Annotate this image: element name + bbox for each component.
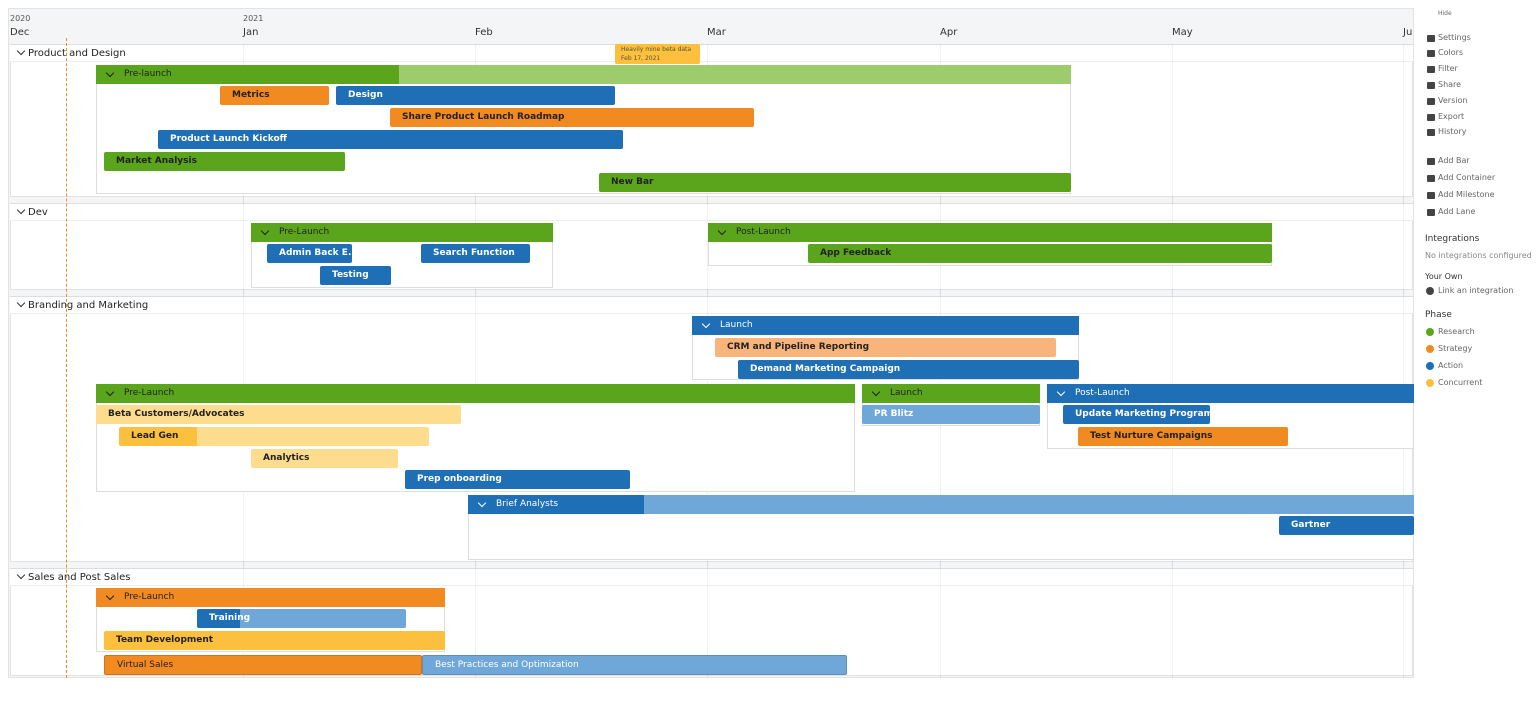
container-header[interactable]: Pre-Launch <box>96 588 445 607</box>
month-grid-line <box>1172 44 1173 678</box>
add-item[interactable]: Add Bar <box>1438 156 1470 165</box>
phase-item[interactable]: Action <box>1438 361 1464 370</box>
add-item[interactable]: Add Milestone <box>1438 190 1495 199</box>
bar[interactable]: Analytics <box>251 449 398 468</box>
bar[interactable]: New Bar <box>599 173 1071 192</box>
milestone[interactable] <box>615 44 700 64</box>
phase-dot <box>1426 345 1434 353</box>
container-header[interactable]: Post-Launch <box>1047 384 1414 403</box>
menu-item[interactable]: History <box>1438 127 1467 136</box>
month-grid-line <box>243 44 244 678</box>
phase-item[interactable]: Research <box>1438 327 1475 336</box>
year-label: 2021 <box>243 14 264 23</box>
month-label: Jan <box>243 27 259 38</box>
month-label: Apr <box>940 27 958 38</box>
month-label: May <box>1172 27 1193 38</box>
menu-item[interactable]: Filter <box>1438 64 1458 73</box>
bar[interactable]: Design <box>336 86 615 105</box>
month-grid-line <box>475 44 476 678</box>
bar[interactable]: Team Development <box>104 631 445 650</box>
bar[interactable]: Testing <box>320 266 391 285</box>
icon <box>1427 192 1435 199</box>
month-label: Ju <box>1403 27 1413 38</box>
bar[interactable]: Best Practices and Optimization <box>422 655 847 675</box>
phase-dot <box>1426 379 1434 387</box>
icon <box>1427 129 1435 136</box>
icon <box>1426 287 1434 295</box>
bar[interactable]: PR Blitz <box>862 405 1040 424</box>
month-label: Feb <box>475 27 493 38</box>
bar[interactable]: Update Marketing Programs <box>1063 405 1210 424</box>
year-label: 2020 <box>10 14 31 23</box>
icon <box>1427 114 1435 121</box>
icon <box>1427 175 1435 182</box>
bar[interactable]: Training <box>197 609 406 628</box>
menu-item[interactable]: Export <box>1438 112 1465 121</box>
bar[interactable]: Share Product Launch Roadmap <box>390 108 754 127</box>
month-label: Mar <box>707 27 726 38</box>
icon <box>1427 50 1435 57</box>
menu-item[interactable]: Settings <box>1438 33 1471 42</box>
phase-item[interactable]: Strategy <box>1438 344 1473 353</box>
container-header[interactable]: Pre-Launch <box>251 223 553 242</box>
bar[interactable]: Metrics <box>220 86 329 105</box>
note: No integrations configured <box>1425 251 1532 260</box>
month-grid-line <box>1403 44 1404 678</box>
lane-header[interactable]: Product and Design <box>10 44 1413 62</box>
bar[interactable]: Virtual Sales <box>104 655 422 675</box>
menu-item[interactable]: Share <box>1438 80 1462 89</box>
container-header[interactable]: Brief Analysts <box>468 495 1414 514</box>
add-item[interactable]: Add Lane <box>1438 207 1476 216</box>
section-title: Phase <box>1425 310 1452 320</box>
menu-item[interactable]: Colors <box>1438 48 1464 57</box>
icon <box>1427 82 1435 89</box>
bar[interactable]: Lead Gen <box>119 427 429 446</box>
container-header[interactable]: Post-Launch <box>708 223 1272 242</box>
container-header[interactable]: Pre-launch <box>96 65 1071 84</box>
icon <box>1427 66 1435 73</box>
lane-header[interactable]: Sales and Post Sales <box>10 568 1413 586</box>
link[interactable]: Link an integration <box>1438 286 1514 295</box>
container-header[interactable]: Launch <box>862 384 1040 403</box>
container-header[interactable]: Launch <box>692 316 1079 335</box>
add-item[interactable]: Add Container <box>1438 173 1496 182</box>
milestone-label: Heavily mine beta data <box>621 46 692 53</box>
bar[interactable]: Prep onboarding <box>405 470 630 489</box>
bar[interactable]: Gartner <box>1279 516 1414 535</box>
icon <box>1427 209 1435 216</box>
hide-button[interactable]: Hide <box>1438 10 1452 17</box>
icon <box>1427 98 1435 105</box>
bar[interactable]: Market Analysis <box>104 152 345 171</box>
lane-header[interactable]: Branding and Marketing <box>10 296 1413 314</box>
section-title: Integrations <box>1425 234 1480 244</box>
bar[interactable]: Demand Marketing Campaign <box>738 360 1079 379</box>
bar[interactable]: Admin Back E... <box>267 244 352 263</box>
bar[interactable]: Search Function <box>421 244 530 263</box>
icon <box>1427 158 1435 165</box>
phase-dot <box>1426 328 1434 336</box>
bar[interactable]: Product Launch Kickoff <box>158 130 623 149</box>
bar[interactable]: App Feedback <box>808 244 1272 263</box>
lane-header[interactable]: Dev <box>10 203 1413 221</box>
phase-dot <box>1426 362 1434 370</box>
bar[interactable]: Test Nurture Campaigns <box>1078 427 1288 446</box>
milestone-date: Feb 17, 2021 <box>621 55 661 62</box>
bar[interactable]: CRM and Pipeline Reporting <box>715 338 1056 357</box>
month-label: Dec <box>10 27 30 38</box>
container-header[interactable]: Pre-Launch <box>96 384 855 403</box>
section-title: Your Own <box>1425 272 1463 281</box>
menu-item[interactable]: Version <box>1438 96 1468 105</box>
bar[interactable]: Beta Customers/Advocates <box>96 405 461 424</box>
today-line <box>66 38 67 678</box>
phase-item[interactable]: Concurrent <box>1438 378 1483 387</box>
icon <box>1427 35 1435 42</box>
